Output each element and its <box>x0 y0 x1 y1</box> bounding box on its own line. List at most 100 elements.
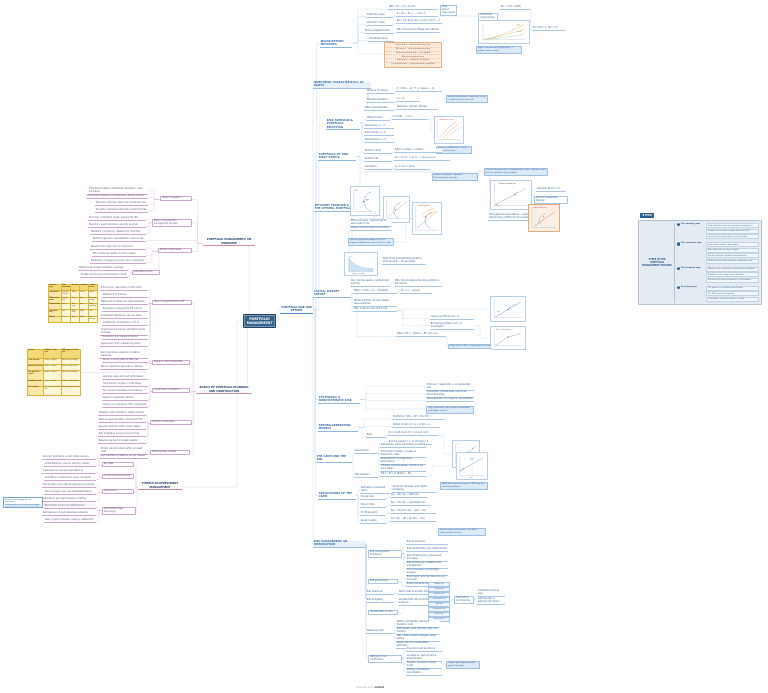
market-portfolio[interactable]: Market portfolio: all risky assets, valu… <box>353 299 397 308</box>
watermark-brand[interactable]: xmind <box>374 685 385 689</box>
risk-tolerance[interactable]: Risk tolerance <box>366 590 394 596</box>
ml-types[interactable]: Supervised vs unsupervised learning <box>42 469 96 475</box>
sharpe-ratio[interactable]: Sharpe ratio <box>360 495 386 501</box>
sec-capm[interactable]: The CAPM and the SML <box>316 455 352 463</box>
chart-sml[interactable]: SML Rf β = 1 <box>456 452 488 480</box>
permissioned[interactable]: Permissioned vs permissionless networks <box>42 511 96 517</box>
utility[interactable]: Utility function <box>366 116 390 122</box>
framework-governance[interactable]: Risk governance <box>406 540 448 546</box>
ips-introduction[interactable]: Introduction: description of the client <box>100 286 148 292</box>
note-sml-vs-cml[interactable]: SML holds for all securities; CML only f… <box>440 482 488 490</box>
portfolio-risk-formula[interactable]: σp² = w₁²σ₁² + w₂²σ₂² + 2w₁w₂ρ₁₂σ₁σ₂ <box>394 156 450 162</box>
return-objectives[interactable]: Return objectives: absolute or relative <box>100 365 148 371</box>
step-execution[interactable]: Execution: asset allocation, security an… <box>88 223 146 229</box>
money-weighted[interactable]: Money-weighted return <box>364 29 394 35</box>
construction[interactable]: Portfolio construction <box>150 420 192 426</box>
ips-duties[interactable]: Statement of duties and responsibilities <box>100 300 148 306</box>
ips-components[interactable]: Major components of an IPS <box>152 300 192 306</box>
sml-label[interactable]: SML equation <box>354 473 378 479</box>
ips-guidelines[interactable]: Investment guidelines: permitted assets,… <box>100 328 148 337</box>
treynor-formula[interactable]: (Rp − Rf) ⁄ βp — systematic risk <box>390 501 430 507</box>
security-selection[interactable]: Security selection within asset classes <box>98 425 146 431</box>
systematic-risk[interactable]: Systematic: market-wide, cannot be diver… <box>426 390 474 399</box>
mutual-funds[interactable]: Mutual funds: open-end vs closed-end <box>90 245 146 251</box>
portfolio-return-formula[interactable]: E(Rp) = w₁E(R₁) + w₂E(R₂) <box>394 148 442 154</box>
sml-equation[interactable]: E(Rᵢ) = Rf + βᵢ·[E(Rm) − Rf] <box>380 472 426 478</box>
risk-type-item[interactable]: Market risk <box>428 582 450 587</box>
rf-intercept[interactable]: Intercept: Rf at σ = 0 <box>536 187 566 193</box>
dc-plans[interactable]: DC plans: employee bears the investment … <box>95 208 148 214</box>
alpha-formula[interactable]: αp = Rp − [Rf + βp·(Rm − Rf)] <box>390 517 436 523</box>
big-data[interactable]: Big Data <box>102 462 134 468</box>
mod-acceptance[interactable]: Acceptance: self-insurance, diversificat… <box>406 654 442 663</box>
skewness-kurtosis[interactable]: Skewness, kurtosis, fat tails <box>396 105 438 111</box>
branch-overview[interactable]: Portfolio management: an overview <box>203 238 255 247</box>
framework-communication[interactable]: Communication and strategic analysis <box>406 568 448 577</box>
risk-type-stack[interactable]: Market risk Credit risk Liquidity risk Oper… <box>428 582 450 622</box>
chart-diversification[interactable]: number of securities σp <box>344 252 378 276</box>
ability-willingness[interactable]: Ability vs willingness to take risk <box>102 358 148 364</box>
note-costs-benefits[interactable]: Choose by weighing costs against benefit… <box>446 661 480 669</box>
stdev-formula[interactable]: σ = √σ² <box>396 97 420 103</box>
homogeneous-expectations[interactable]: Homogeneous expectations → identical opt… <box>488 213 536 222</box>
constraint-horizon[interactable]: Time horizon: single or multi-stage <box>102 382 148 388</box>
multifactor-model[interactable]: Multifactor: E(Rᵢ) − Rf = Σ βᵢₖ·E(Fₖ) <box>392 415 444 421</box>
chart-cal-frontier[interactable] <box>383 196 410 223</box>
ips-purpose[interactable]: Statement of purpose <box>102 293 148 299</box>
arithmetic-formula[interactable]: R = (R₁ + R₂ + … + Rₜ) ⁄ T <box>396 12 438 18</box>
risk-type-item[interactable]: Legal risk <box>428 602 450 607</box>
note-priced-risk[interactable]: Only systematic risk is priced (rewarded… <box>426 406 474 414</box>
dlt-uses[interactable]: Uses: cryptocurrencies, clearing, settle… <box>44 518 96 524</box>
chart-cml[interactable]: Capital market line σ <box>528 204 560 232</box>
arithmetic-mean[interactable]: Arithmetic mean <box>366 13 393 19</box>
cml-special-case[interactable]: CML: a special case of the CAL <box>353 307 397 313</box>
metrics-derivatives[interactable]: Derivatives: delta, gamma, vega, rho; du… <box>396 627 440 636</box>
risk-type-item[interactable]: Liquidity risk <box>428 592 450 597</box>
assumption-4[interactable]: Infinitely divisible assets; investors a… <box>380 464 426 473</box>
risk-averse[interactable]: Risk-averse: A > 0 <box>364 124 394 130</box>
note-small-cap[interactable]: Historical evidence: small-cap stocks → … <box>446 95 488 103</box>
risk-return-objectives[interactable]: Risk and return objectives <box>152 360 190 366</box>
portfolio-risk[interactable]: Portfolio risk <box>364 157 392 163</box>
pooled-investments[interactable]: Pooled investments <box>158 248 192 254</box>
sheet-tab[interactable]: STEPS <box>640 213 655 218</box>
sec-efficient-frontier[interactable]: Efficient frontier & the optimal portfol… <box>314 204 354 212</box>
alternative-funds[interactable]: Alternative funds <box>132 270 160 276</box>
sec-systematic-risk[interactable]: Systematic & nonsystematic risk <box>318 396 360 404</box>
dlt[interactable]: Distributed ledger technology <box>102 507 136 516</box>
chart-indifference[interactable]: Indifference curves σ <box>434 116 464 144</box>
ac-low-corr[interactable]: Low pairwise correlations across classes <box>100 454 148 460</box>
constraint-unique[interactable]: Unique circumstances: ESG, restrictions <box>102 403 148 409</box>
risk-drivers[interactable]: Self-imposed vs external risk drivers <box>477 597 505 606</box>
cal-definition[interactable]: CAL: risk-free asset + optimal risky por… <box>350 279 390 288</box>
cmt-risk-formula[interactable]: σp = (1 − wf)·σm <box>400 289 432 295</box>
constraint-liquidity[interactable]: Liquidity: expected cash withdrawals <box>102 375 148 381</box>
sharpe-formula[interactable]: (Rp − Rf) ⁄ σp — total risk <box>390 493 428 499</box>
ef-definition[interactable]: Efficient frontier: highest E(R) for eac… <box>350 219 392 228</box>
fv-cc-formula[interactable]: FV = PV × e^(Rcc × t) <box>532 26 566 32</box>
constraints[interactable]: Investment constraints <box>152 388 190 394</box>
borrowing-portfolios[interactable]: Borrowing portfolios: wf < 0 (leveraged) <box>430 322 474 331</box>
risk-type-item[interactable]: Operational risk <box>428 597 450 602</box>
institutional-investors[interactable]: Institutional: pensions, endowments, ban… <box>86 194 148 200</box>
note-cal[interactable]: Capital allocation line: combinations of… <box>484 168 548 176</box>
sec-two-assets[interactable]: Portfolio of two risky assets <box>318 153 356 161</box>
note-alpha[interactable]: Positive alpha plots above the SML → und… <box>438 528 486 536</box>
other-return-box[interactable]: Gross return — before deducting fees Net … <box>384 42 442 68</box>
risk-objectives[interactable]: Risk objectives: absolute or relative me… <box>100 351 148 360</box>
mod-prevention[interactable]: Prevention and avoidance <box>406 647 442 653</box>
diversification-note[interactable]: Portfolio approach: diversification redu… <box>92 237 146 243</box>
geometric-formula[interactable]: Rg = [(1+R₁)(1+R₂)…(1+Rₜ)]^(1/T) − 1 <box>396 19 442 25</box>
step-planning[interactable]: Planning: understand needs, prepare the … <box>88 216 146 222</box>
blockchain[interactable]: Blockchain: linked, encrypted blocks <box>44 504 96 510</box>
stdev[interactable]: Standard deviation <box>366 98 394 104</box>
metrics-basic[interactable]: Metrics: probability, standard deviation… <box>396 620 440 629</box>
utility-formula[interactable]: U = E(R) − ½ A σ² <box>392 115 428 121</box>
governance-enterprise[interactable]: Enterprise-wide view of risk <box>406 582 448 588</box>
risk-framework[interactable]: Risk management framework <box>368 550 402 559</box>
risk-governance[interactable]: Risk governance <box>368 579 398 585</box>
saa[interactable]: Strategic asset allocation: target weigh… <box>98 411 146 417</box>
ips-evaluation[interactable]: Evaluation and review schedule <box>102 335 148 341</box>
fintech-apps[interactable]: Applications <box>102 489 134 495</box>
etfs[interactable]: ETFs: trade like shares, in-kind creatio… <box>92 252 146 258</box>
